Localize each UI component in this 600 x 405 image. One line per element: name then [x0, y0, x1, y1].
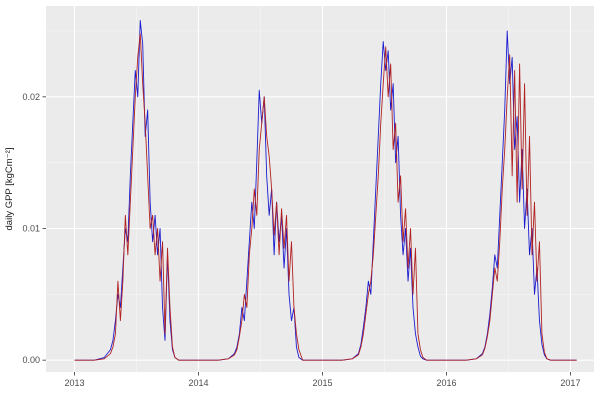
- y-tick-label: 0.02: [22, 92, 40, 102]
- y-axis-title: daily GPP [kgCm⁻²]: [4, 148, 15, 231]
- x-tick-label: 2013: [65, 378, 85, 388]
- x-tick-label: 2017: [560, 378, 580, 388]
- red-series: [74, 33, 577, 361]
- y-tick-label: 0.00: [22, 355, 40, 365]
- x-tick-label: 2014: [188, 378, 208, 388]
- y-tick-label: 0.01: [22, 223, 40, 233]
- x-tick-label: 2015: [312, 378, 332, 388]
- x-tick-label: 2016: [436, 378, 456, 388]
